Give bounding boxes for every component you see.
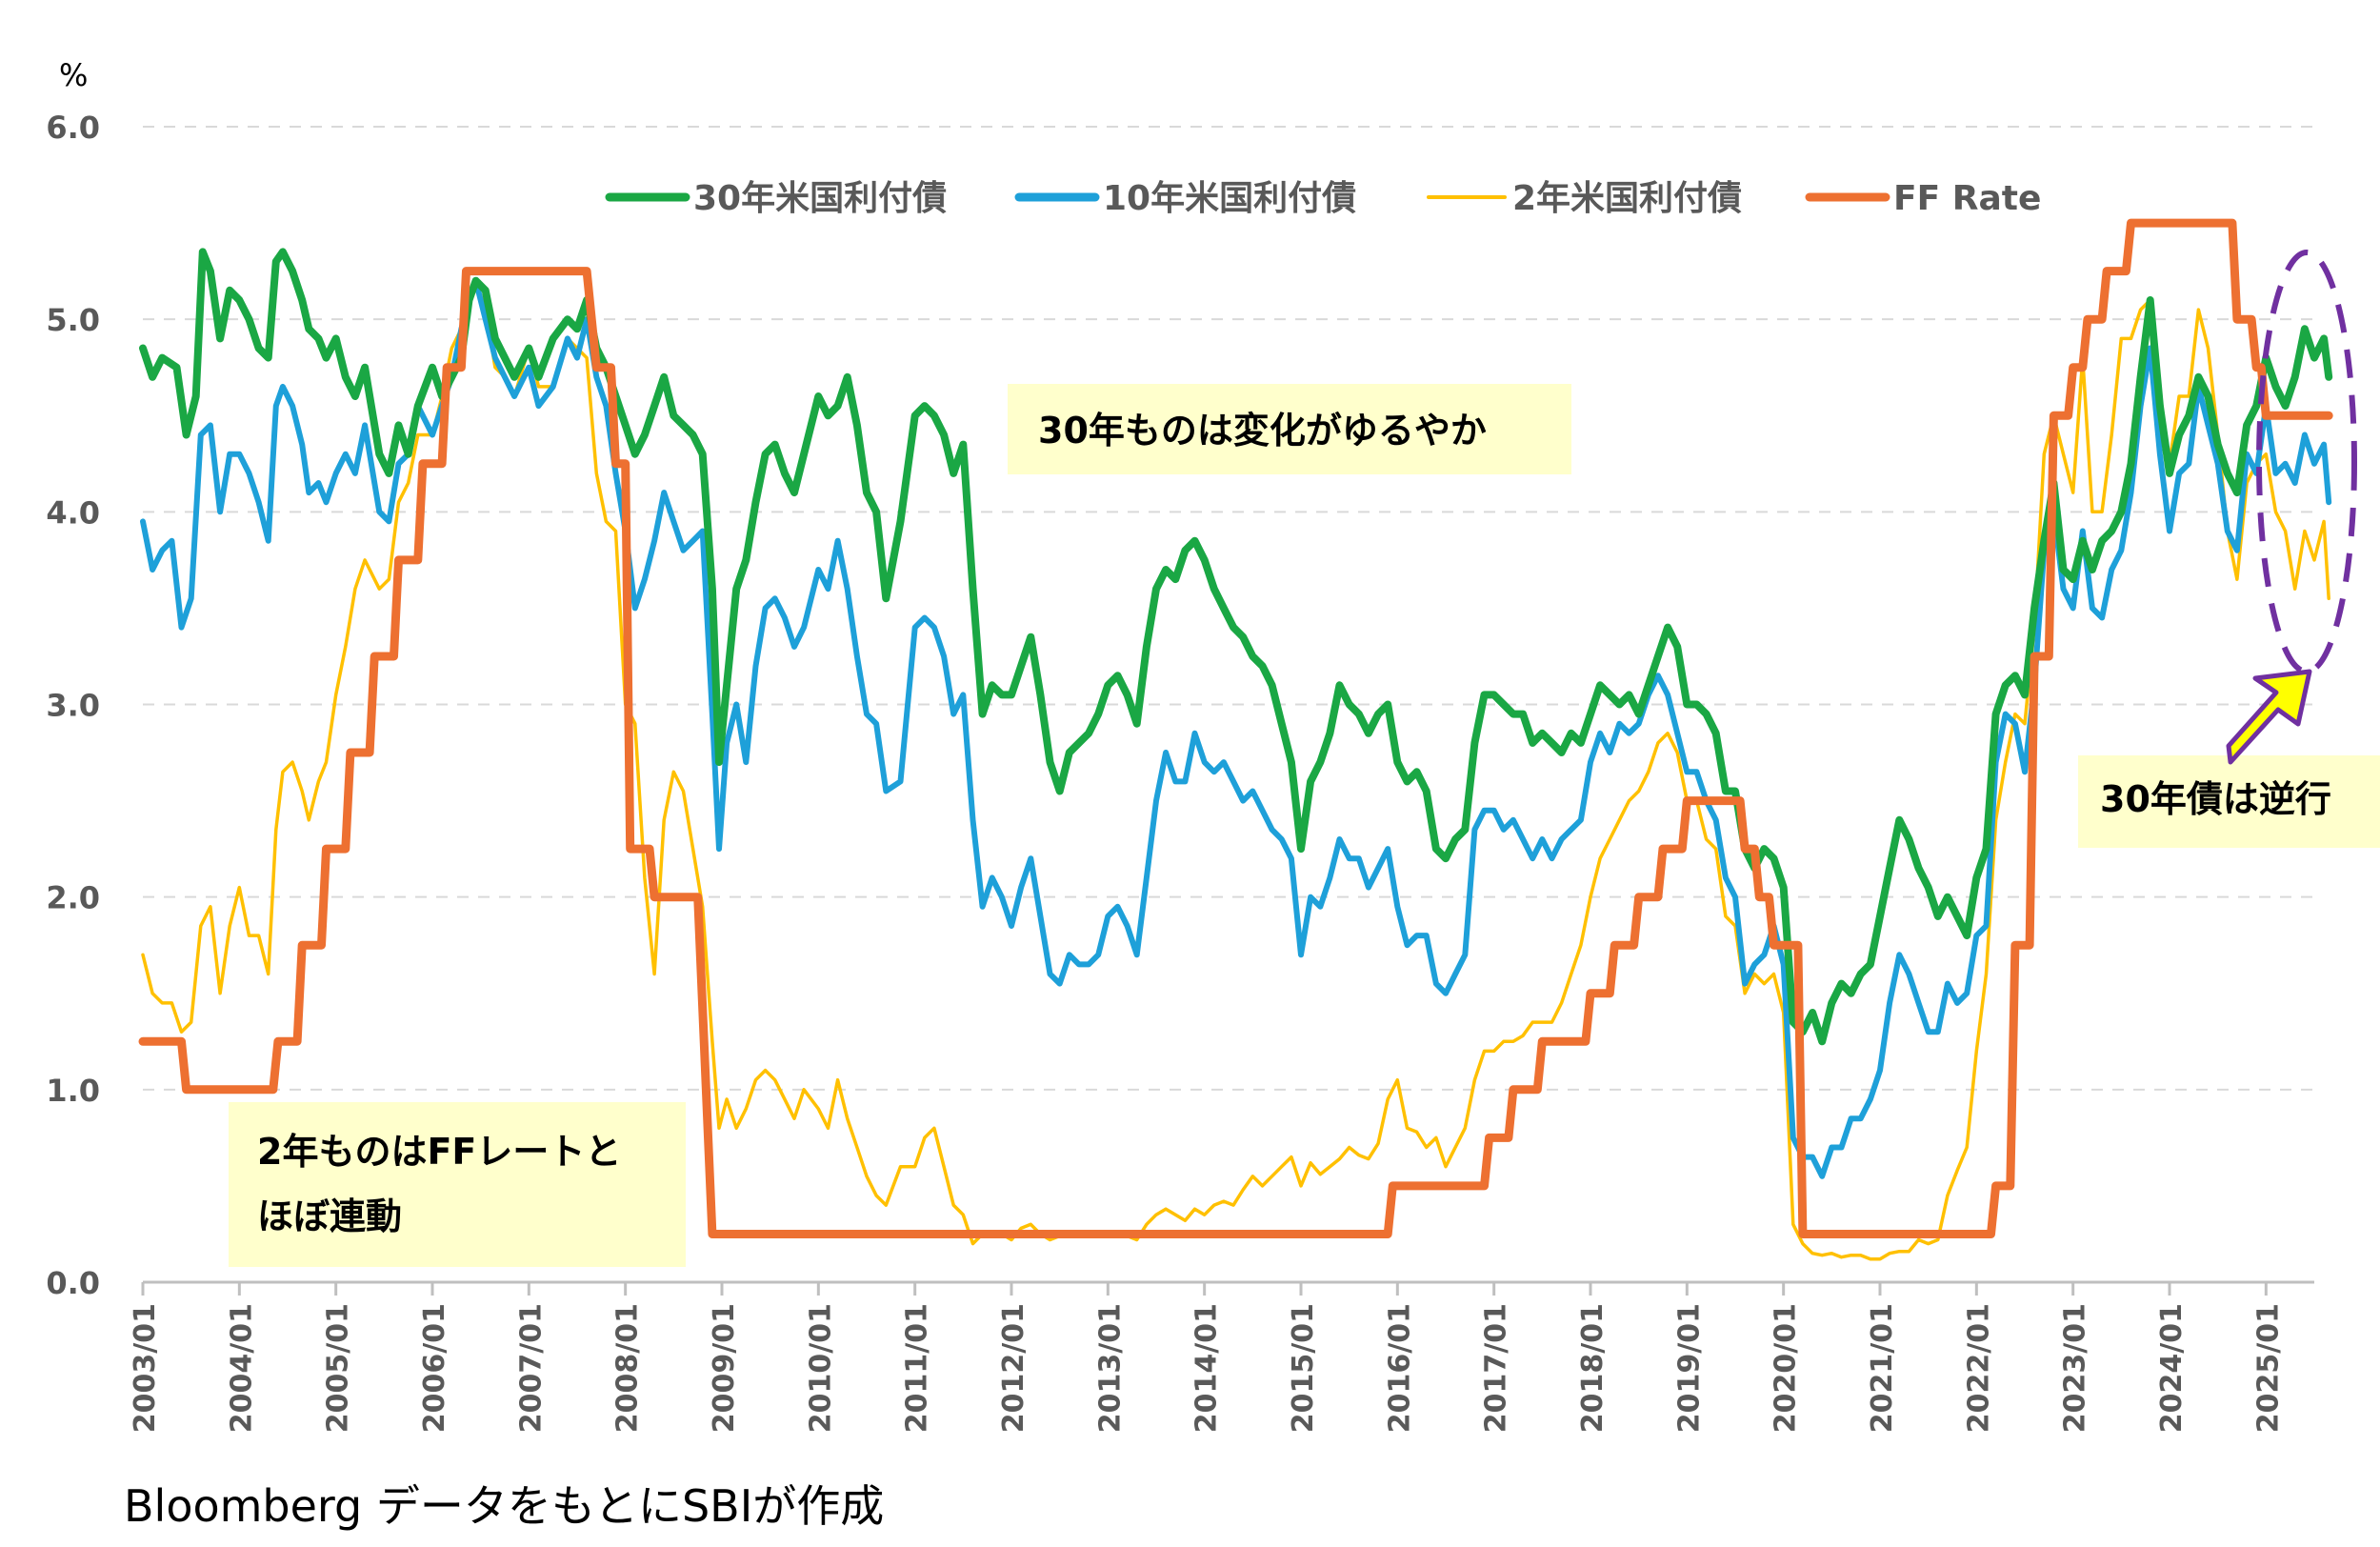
- note-2y-text-line1: 2年ものはFFレートと: [257, 1131, 621, 1173]
- legend-label-y30: 30年米国利付債: [693, 179, 947, 218]
- x-tick-label: 2005/01: [322, 1303, 355, 1433]
- note-2y-text-line2: ほぼ連動: [257, 1195, 402, 1237]
- gridlines: [143, 126, 2314, 1091]
- y-tick-label: 4.0: [46, 494, 100, 531]
- x-tick-label: 2013/01: [1093, 1303, 1127, 1433]
- note-inverse-text: 30年債は逆行: [2100, 778, 2331, 820]
- note-30y-text: 30年ものは変化がゆるやか: [1038, 410, 1487, 452]
- series-line-ff: [138, 218, 2333, 1238]
- annotations: 30年ものは変化がゆるやか 2年ものはFFレートと ほぼ連動 30年債は逆行: [229, 250, 2380, 1267]
- x-tick-label: 2018/01: [1576, 1303, 1610, 1433]
- x-tick-label: 2016/01: [1383, 1303, 1416, 1433]
- y-tick-label: 6.0: [46, 110, 100, 146]
- x-tick-label: 2020/01: [1770, 1303, 1803, 1433]
- inverse-arrow: [2226, 669, 2312, 765]
- note-2y-box: [229, 1102, 686, 1267]
- x-tick-label: 2017/01: [1480, 1303, 1513, 1433]
- x-tick-label: 2008/01: [611, 1303, 645, 1433]
- x-tick-label: 2004/01: [225, 1303, 258, 1433]
- x-tick-label: 2024/01: [2155, 1303, 2189, 1433]
- x-tick-label: 2003/01: [129, 1303, 162, 1433]
- x-tick-label: 2023/01: [2059, 1303, 2092, 1433]
- x-tick-label: 2007/01: [514, 1303, 548, 1433]
- legend: 30年米国利付債 10年米国利付債 2年米国利付債 FF Rate: [605, 179, 2041, 218]
- x-tick-label: 2015/01: [1287, 1303, 1320, 1433]
- series-line-y30: [139, 248, 2333, 1046]
- x-tick-label: 2025/01: [2251, 1303, 2285, 1433]
- x-tick-label: 2010/01: [804, 1303, 837, 1433]
- x-tick-label: 2012/01: [997, 1303, 1030, 1433]
- x-tick-label: 2022/01: [1962, 1303, 1995, 1433]
- series-lines: [138, 218, 2333, 1261]
- y-tick-label: 0.0: [46, 1265, 100, 1301]
- x-tick-label: 2011/01: [901, 1303, 934, 1433]
- y-tick-label: 1.0: [46, 1073, 100, 1109]
- legend-label-y2: 2年米国利付債: [1512, 179, 1742, 218]
- y-axis-unit: %: [59, 57, 88, 93]
- legend-label-ff: FF Rate: [1893, 179, 2041, 218]
- source-note: Bloomberg データをもとにSBIが作成: [124, 1480, 885, 1532]
- x-tick-label: 2019/01: [1672, 1303, 1706, 1433]
- x-tick-label: 2009/01: [708, 1303, 741, 1433]
- note-inverse-box: [2078, 755, 2380, 848]
- y-tick-label: 3.0: [46, 688, 100, 724]
- legend-label-y10: 10年米国利付債: [1103, 179, 1356, 218]
- note-30y-box: [1008, 384, 1571, 474]
- x-tick-label: 2006/01: [418, 1303, 451, 1433]
- series-line-y10: [140, 277, 2332, 1179]
- x-tick-label: 2021/01: [1866, 1303, 1899, 1433]
- y-tick-label: 5.0: [46, 302, 100, 338]
- axes: 0.0 1.0 2.0 3.0 4.0 5.0 6.0% 2003/01 2004/01 2005…: [46, 57, 2314, 1433]
- y-tick-label: 2.0: [46, 880, 100, 916]
- inverse-highlight-ellipse: [2256, 250, 2357, 674]
- x-tick-label: 2014/01: [1190, 1303, 1224, 1433]
